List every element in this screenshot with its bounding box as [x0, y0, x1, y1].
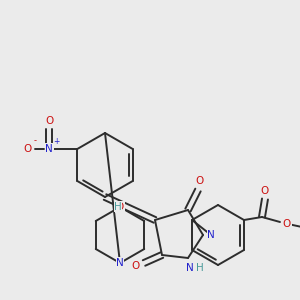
Text: N: N [45, 144, 53, 154]
Text: H: H [196, 263, 204, 273]
Text: H: H [114, 202, 122, 212]
Text: +: + [53, 137, 59, 146]
Text: O: O [131, 261, 139, 271]
Text: N: N [116, 258, 124, 268]
Text: N: N [207, 230, 215, 240]
Text: O: O [283, 219, 291, 229]
Text: O: O [196, 176, 204, 186]
Text: O: O [261, 186, 269, 196]
Text: O: O [23, 144, 32, 154]
Text: O: O [116, 202, 124, 212]
Text: O: O [45, 116, 53, 126]
Text: N: N [186, 263, 194, 273]
Text: -: - [34, 136, 37, 146]
